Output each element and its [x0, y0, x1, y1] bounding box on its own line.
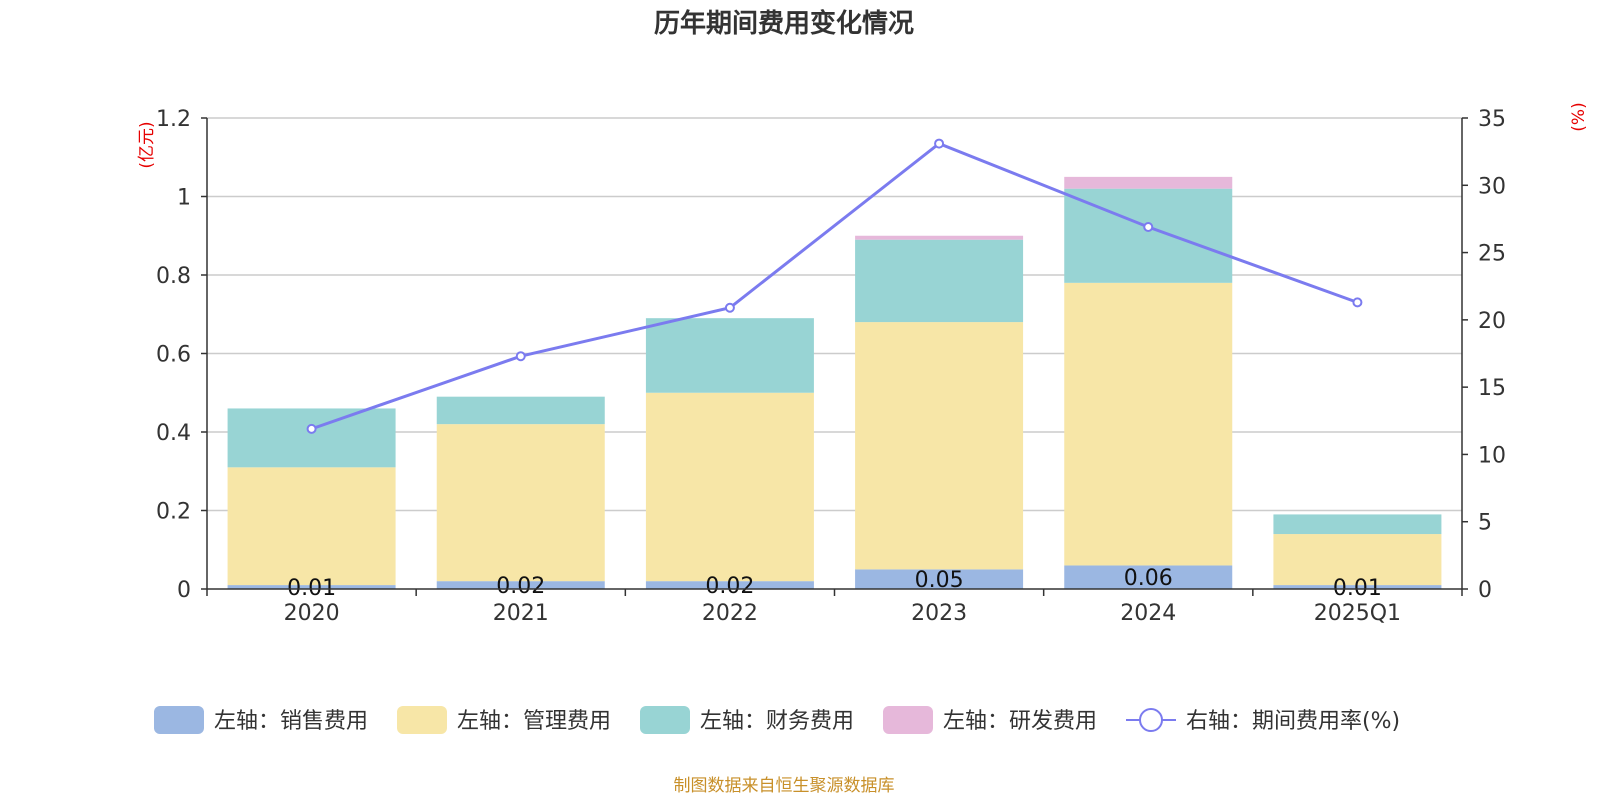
rate-line-group	[306, 138, 1363, 434]
bar-segment	[436, 396, 605, 425]
rate-line-point	[934, 138, 945, 149]
x-axis-category-label: 2025Q1	[1314, 601, 1401, 626]
bar-segment	[1273, 514, 1442, 535]
x-axis-category-label: 2022	[702, 601, 758, 626]
legend-label: 左轴：销售费用	[214, 709, 368, 734]
x-axis-category-label: 2023	[911, 601, 967, 626]
rate-line-point	[724, 302, 735, 313]
bar-segment	[645, 581, 814, 589]
legend-swatch	[883, 706, 933, 734]
left-axis-tick-label: 0.8	[156, 264, 191, 289]
legend-label: 左轴：财务费用	[700, 709, 854, 734]
right-axis-unit: (%)	[1569, 102, 1589, 131]
left-axis-tick-label: 0.4	[156, 421, 191, 446]
left-axis-tick-label: 1.2	[156, 107, 191, 132]
left-axis-tick-label: 1	[177, 186, 191, 211]
rate-line-point	[515, 351, 526, 362]
bar-segment	[645, 318, 814, 393]
axes: 0 0.2 0.4 0.6 0.8 1 1.2 0 5 10 15 20 25 30 35 2020 2021 2…	[156, 107, 1506, 626]
right-axis-tick-label: 20	[1478, 309, 1506, 334]
legend-line-marker	[1139, 708, 1163, 732]
right-axis-tick-label: 5	[1478, 511, 1492, 536]
bar-label-group: 0.01 0.02 0.02 0.05 0.06 0.01	[287, 566, 1382, 601]
chart-title: 历年期间费用变化情况	[654, 8, 914, 39]
right-axis-tick-label: 30	[1478, 174, 1506, 199]
bar-segment	[1064, 282, 1233, 566]
bar-segment	[436, 424, 605, 582]
right-axis-tick-label: 0	[1478, 578, 1492, 603]
bar-segment	[855, 239, 1024, 323]
source-note: 制图数据来自恒生聚源数据库	[674, 776, 895, 796]
bar-segment	[645, 392, 814, 582]
bar-data-label: 0.02	[496, 574, 545, 599]
bar-segment	[1064, 176, 1233, 189]
legend-swatch	[640, 706, 690, 734]
bar-segment	[855, 569, 1024, 589]
bar-segment	[227, 408, 396, 468]
bar-segment	[1273, 585, 1442, 589]
bar-segment	[1273, 534, 1442, 586]
rate-line	[311, 141, 1358, 431]
legend-label: 右轴：期间费用率(%)	[1186, 709, 1400, 734]
legend-swatch	[154, 706, 204, 734]
left-axis-tick-label: 0.6	[156, 343, 191, 368]
bar-segment	[227, 467, 396, 586]
legend-label: 左轴：研发费用	[943, 709, 1097, 734]
bar-segment	[855, 322, 1024, 570]
rate-line-point	[1143, 222, 1154, 233]
bar-data-label: 0.02	[705, 574, 754, 599]
right-axis-tick-label: 35	[1478, 107, 1506, 132]
right-axis-tick-label: 15	[1478, 376, 1506, 401]
x-axis-category-label: 2024	[1120, 601, 1176, 626]
grid-lines	[207, 117, 1462, 512]
bar-segment	[436, 581, 605, 589]
legend-label: 左轴：管理费用	[457, 709, 611, 734]
right-axis-tick-label: 10	[1478, 443, 1506, 468]
legend-swatch	[397, 706, 447, 734]
right-axis-tick-label: 25	[1478, 242, 1506, 267]
bar-segment	[855, 235, 1024, 240]
left-axis-tick-label: 0.2	[156, 500, 191, 525]
bar-segment	[227, 585, 396, 589]
left-axis-unit: (亿元)	[137, 121, 157, 168]
bar-stack-group	[227, 176, 1442, 589]
rate-line-point	[306, 423, 317, 434]
rate-line-point	[1352, 297, 1363, 308]
bar-segment	[1064, 565, 1233, 589]
x-axis-category-label: 2020	[284, 601, 340, 626]
legend: 左轴：销售费用 左轴：管理费用 左轴：财务费用 左轴：研发费用 右轴：期间费用率(%)	[154, 706, 1400, 734]
left-axis-tick-label: 0	[177, 578, 191, 603]
bar-data-label: 0.06	[1124, 566, 1173, 591]
x-axis-category-label: 2021	[493, 601, 549, 626]
